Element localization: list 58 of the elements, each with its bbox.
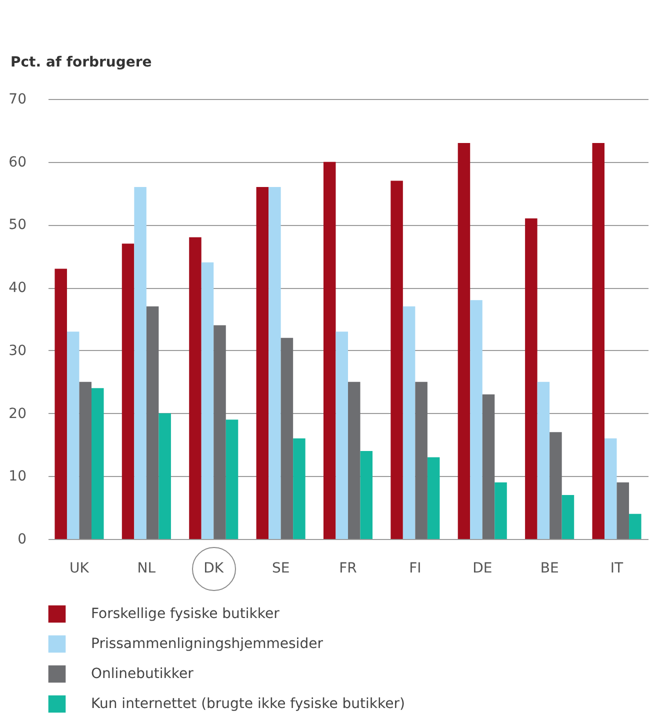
bar: [616, 482, 630, 539]
x-tick-label: DK: [204, 560, 224, 576]
bar: [134, 187, 146, 539]
bar: [293, 438, 306, 539]
bar: [256, 187, 269, 539]
bar: [54, 268, 67, 539]
x-tick-label: FI: [409, 560, 422, 576]
x-tick-label: BE: [540, 560, 559, 576]
bar: [562, 495, 574, 539]
y-tick-label: 0: [18, 532, 26, 548]
y-tick-label: 40: [8, 280, 26, 296]
bar: [66, 332, 80, 539]
bar: [537, 382, 550, 539]
x-tick-label: DE: [472, 560, 492, 576]
bar: [415, 382, 428, 539]
x-tick-label: FR: [339, 560, 358, 576]
bar: [458, 143, 470, 539]
bar: [158, 413, 171, 539]
y-axis-title: Pct. af forbrugere: [10, 54, 152, 70]
bar: [146, 306, 159, 539]
y-tick-label: 10: [8, 468, 26, 485]
legend-label: Prissammenligningshjemmesider: [91, 636, 324, 652]
bar: [348, 382, 360, 539]
x-tick-label: NL: [137, 560, 156, 576]
bar: [360, 451, 373, 539]
bar: [336, 332, 348, 539]
bar: [390, 180, 403, 539]
bar: [592, 143, 604, 539]
bar: [280, 338, 294, 539]
x-tick-label: IT: [610, 560, 624, 576]
bar: [214, 325, 226, 539]
bar: [268, 187, 281, 539]
y-tick-label: 60: [8, 154, 26, 170]
bar: [525, 218, 538, 539]
y-tick-label: 50: [8, 217, 26, 234]
bar: [189, 237, 202, 539]
bar: [402, 306, 416, 539]
bar: [629, 514, 642, 539]
bar: [92, 388, 104, 539]
y-tick-label: 20: [8, 406, 26, 422]
bar: [201, 262, 214, 539]
bar: [122, 244, 134, 539]
legend-label: Forskellige fysiske butikker: [91, 606, 280, 622]
bar: [604, 438, 617, 539]
bar: [323, 162, 336, 539]
y-tick-label: 30: [8, 342, 26, 359]
x-tick-label: UK: [70, 560, 90, 576]
bar: [226, 420, 238, 539]
bar: [470, 300, 482, 539]
bar: [427, 457, 440, 539]
legend-label: Kun internettet (brugte ikke fysiske butikker): [91, 696, 405, 712]
legend-label: Onlinebutikker: [91, 666, 194, 682]
bar: [79, 382, 92, 539]
bar: [494, 482, 507, 539]
bar: [482, 394, 495, 539]
x-tick-label: SE: [272, 560, 290, 576]
bar: [550, 432, 562, 539]
y-tick-label: 70: [8, 92, 26, 108]
